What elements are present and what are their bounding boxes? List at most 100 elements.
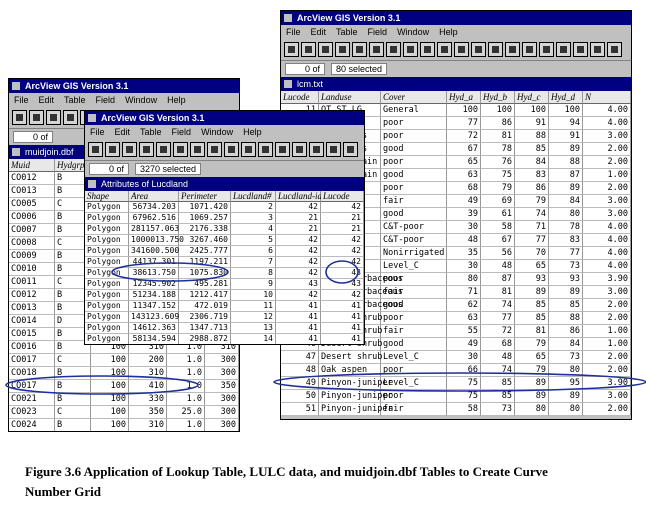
tool-button[interactable] <box>607 42 622 57</box>
tool-button[interactable] <box>275 142 290 157</box>
table-cell: CO009 <box>9 250 55 263</box>
menu-item[interactable]: Field <box>171 127 192 137</box>
menu-item[interactable]: Help <box>167 95 186 105</box>
tool-button[interactable] <box>590 42 605 57</box>
tool-button[interactable] <box>46 110 61 125</box>
table-cell: Oak aspen <box>319 364 381 377</box>
menu-item[interactable]: Field <box>367 27 388 37</box>
tool-button[interactable] <box>309 142 324 157</box>
column-header[interactable]: Cover <box>381 91 447 104</box>
tool-button[interactable] <box>88 142 103 157</box>
tool-button[interactable] <box>224 142 239 157</box>
tool-button[interactable] <box>105 142 120 157</box>
table-cell: 1075.830 <box>179 268 231 279</box>
menu-item[interactable]: Window <box>201 127 234 137</box>
tool-button[interactable] <box>454 42 469 57</box>
table-cell: 43 <box>321 279 364 290</box>
table-cell: CO012 <box>9 289 55 302</box>
table-cell: Polygon <box>85 246 129 257</box>
column-header[interactable]: N <box>583 91 631 104</box>
menu-item[interactable]: Table <box>140 127 162 137</box>
tool-button[interactable] <box>539 42 554 57</box>
table-cell: 100 <box>549 104 583 117</box>
table-cell: 38613.750 <box>129 268 179 279</box>
menu-item[interactable]: Table <box>64 95 86 105</box>
tool-button[interactable] <box>556 42 571 57</box>
tool-button[interactable] <box>369 42 384 57</box>
table-cell: 2.00 <box>583 182 631 195</box>
column-header[interactable]: Shape <box>85 191 129 202</box>
tool-button[interactable] <box>420 42 435 57</box>
table-cell: 4 <box>231 224 276 235</box>
menu-item[interactable]: Window <box>125 95 158 105</box>
tool-button[interactable] <box>122 142 137 157</box>
menu-item[interactable]: File <box>286 27 301 37</box>
tool-button[interactable] <box>63 110 78 125</box>
tool-button[interactable] <box>12 110 27 125</box>
column-header[interactable]: Lucode <box>321 191 364 202</box>
tool-button[interactable] <box>343 142 358 157</box>
menu-item[interactable]: Edit <box>38 95 55 105</box>
tool-button[interactable] <box>29 110 44 125</box>
tool-button[interactable] <box>173 142 188 157</box>
table-cell: CO014 <box>9 315 55 328</box>
table-cell: 2.00 <box>583 403 631 416</box>
tool-button[interactable] <box>301 42 316 57</box>
table-cell: CO021 <box>9 393 55 406</box>
menu-item[interactable]: Help <box>243 127 262 137</box>
tool-icon <box>67 114 74 121</box>
table-cell: 91 <box>515 117 549 130</box>
tool-button[interactable] <box>190 142 205 157</box>
column-header[interactable]: Lucdland-id <box>276 191 322 202</box>
menu-item[interactable]: Help <box>439 27 458 37</box>
tool-button[interactable] <box>326 142 341 157</box>
menu-item[interactable]: Window <box>397 27 430 37</box>
column-header[interactable]: Hyd_a <box>447 91 481 104</box>
column-header[interactable]: Lucdland# <box>231 191 276 202</box>
table-cell: 1071.420 <box>179 202 231 213</box>
column-header[interactable]: Lucode <box>281 91 319 104</box>
column-header[interactable]: Landuse <box>319 91 381 104</box>
table-cell: 1.0 <box>167 393 205 406</box>
tool-button[interactable] <box>471 42 486 57</box>
column-header[interactable]: Area <box>129 191 179 202</box>
tool-button[interactable] <box>386 42 401 57</box>
tool-button[interactable] <box>139 142 154 157</box>
column-header[interactable]: Hyd_d <box>549 91 583 104</box>
table-cell: 3.00 <box>583 130 631 143</box>
table-cell: 85 <box>481 377 515 390</box>
tool-button[interactable] <box>207 142 222 157</box>
tool-button[interactable] <box>258 142 273 157</box>
table-cell: 9 <box>231 279 276 290</box>
table-cell: 80 <box>549 364 583 377</box>
menu-item[interactable]: Field <box>95 95 116 105</box>
menu-item[interactable]: Edit <box>114 127 131 137</box>
tool-button[interactable] <box>335 42 350 57</box>
tool-button[interactable] <box>488 42 503 57</box>
table-cell: CO017 <box>9 380 55 393</box>
menu-item[interactable]: Edit <box>310 27 327 37</box>
tool-icon <box>160 146 167 153</box>
column-header[interactable]: Perimeter <box>179 191 231 202</box>
table-cell: 63 <box>447 169 481 182</box>
tool-button[interactable] <box>573 42 588 57</box>
table-cell: 89 <box>549 286 583 299</box>
tool-button[interactable] <box>505 42 520 57</box>
menu-item[interactable]: File <box>14 95 29 105</box>
menu-item[interactable]: File <box>90 127 105 137</box>
tool-button[interactable] <box>318 42 333 57</box>
table-cell: 2988.872 <box>179 334 231 344</box>
tool-button[interactable] <box>403 42 418 57</box>
table-cell: 41 <box>321 301 364 312</box>
tool-button[interactable] <box>437 42 452 57</box>
column-header[interactable]: Hyd_b <box>481 91 515 104</box>
tool-button[interactable] <box>292 142 307 157</box>
menu-item[interactable]: Table <box>336 27 358 37</box>
column-header[interactable]: Hyd_c <box>515 91 549 104</box>
tool-button[interactable] <box>241 142 256 157</box>
tool-button[interactable] <box>352 42 367 57</box>
column-header[interactable]: Muid <box>9 159 55 172</box>
tool-button[interactable] <box>284 42 299 57</box>
tool-button[interactable] <box>156 142 171 157</box>
tool-button[interactable] <box>522 42 537 57</box>
